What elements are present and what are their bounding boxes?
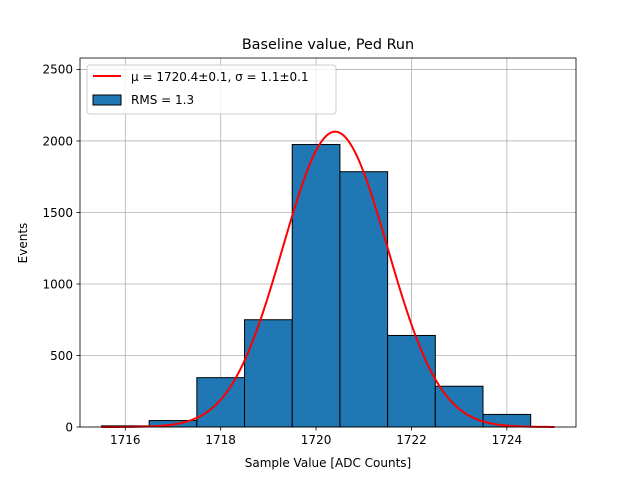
histogram-bar xyxy=(387,334,436,428)
histogram-bar xyxy=(291,144,341,428)
legend-fit-label: μ = 1720.4±0.1, σ = 1.1±0.1 xyxy=(131,70,309,84)
x-tick-label: 1718 xyxy=(205,433,236,447)
histogram-bar xyxy=(339,171,389,428)
x-tick-label: 1720 xyxy=(301,433,332,447)
plot-frame xyxy=(79,57,577,428)
histogram-bar xyxy=(434,385,484,428)
y-tick-label: 0 xyxy=(65,420,73,434)
legend-rms-swatch xyxy=(92,94,122,106)
legend: μ = 1720.4±0.1, σ = 1.1±0.1 RMS = 1.3 xyxy=(86,64,337,115)
legend-rms-label: RMS = 1.3 xyxy=(131,93,194,107)
fit-curve xyxy=(101,130,555,428)
chart-title: Baseline value, Ped Run xyxy=(242,37,414,53)
y-tick-label: 1000 xyxy=(42,277,73,291)
y-tick-label: 2000 xyxy=(42,134,73,148)
histogram-bar xyxy=(244,319,293,428)
x-axis-label: Sample Value [ADC Counts] xyxy=(245,456,411,470)
x-tick-label: 1716 xyxy=(110,433,141,447)
histogram-bar xyxy=(196,377,246,428)
x-axis-ticks: 1716 1718 1720 1722 1724 xyxy=(110,427,522,447)
y-axis-label: Events xyxy=(16,223,30,264)
legend-box xyxy=(86,64,337,115)
gaussian-fit xyxy=(101,130,555,428)
x-tick-label: 1724 xyxy=(492,433,523,447)
y-tick-label: 2500 xyxy=(42,63,73,77)
y-tick-label: 500 xyxy=(50,349,73,363)
y-tick-label: 1500 xyxy=(42,206,73,220)
x-tick-label: 1722 xyxy=(396,433,427,447)
y-axis-ticks: 0 500 1000 1500 2000 2500 xyxy=(42,63,80,434)
